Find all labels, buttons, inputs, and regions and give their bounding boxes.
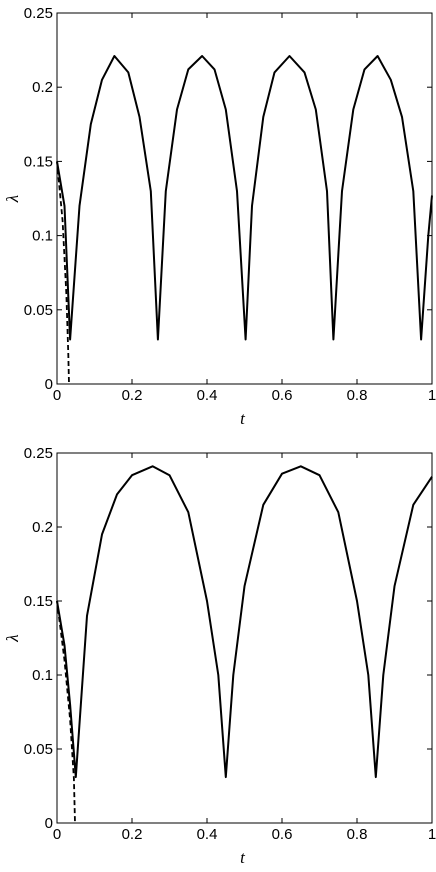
x-tick-label: 0.2 [122, 826, 143, 843]
x-tick-label: 1 [428, 826, 436, 843]
y-tick-label: 0 [45, 815, 53, 832]
x-tick-label: 0.4 [197, 826, 218, 843]
top-panel: 0 0.2 0.4 0.6 0.8 1 0 0.05 0.1 0.15 0.2 0.25 t λ [3, 5, 436, 428]
x-tick-label: 0.8 [347, 826, 368, 843]
bottom-panel: 0 0.2 0.4 0.6 0.8 1 0 0.05 0.1 0.15 0.2 0.25 t λ [3, 445, 436, 867]
x-tick-label: 0.4 [197, 387, 218, 404]
y-tick-label: 0.25 [24, 5, 53, 22]
y-tick-label: 0.2 [32, 519, 53, 536]
dashed-series-line [56, 600, 76, 824]
x-axis-label: t [240, 409, 246, 428]
y-tick-label: 0.15 [24, 153, 53, 170]
x-tick-label: 0 [53, 387, 61, 404]
solid-series-line [56, 465, 433, 779]
x-tick-label: 0.2 [122, 387, 143, 404]
solid-series-line [56, 55, 433, 341]
x-tick-label: 0.8 [347, 387, 368, 404]
y-tick-label: 0.1 [32, 228, 53, 245]
y-tick-label: 0.05 [24, 302, 53, 319]
x-tick-label: 0.6 [272, 387, 293, 404]
y-tick-label: 0.25 [24, 445, 53, 462]
x-tick-label: 1 [428, 387, 436, 404]
y-axis-label: λ [3, 634, 22, 642]
x-tick-label: 0.6 [272, 826, 293, 843]
y-tick-label: 0.1 [32, 667, 53, 684]
x-axis-label: t [240, 848, 246, 867]
x-tick-label: 0 [53, 826, 61, 843]
y-axis-label: λ [3, 195, 22, 203]
y-tick-label: 0 [45, 376, 53, 393]
y-tick-label: 0.15 [24, 593, 53, 610]
dashed-series-line [56, 161, 70, 385]
y-tick-label: 0.05 [24, 741, 53, 758]
y-tick-label: 0.2 [32, 79, 53, 96]
plot-area [56, 452, 433, 824]
